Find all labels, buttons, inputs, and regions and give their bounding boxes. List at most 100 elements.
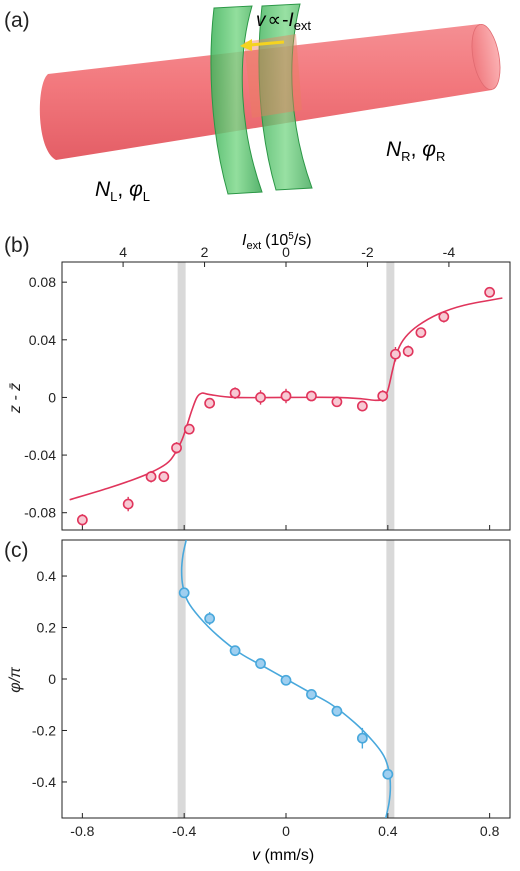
- data-point: [229, 387, 241, 399]
- data-point: [171, 442, 182, 454]
- data-point: [183, 423, 195, 435]
- chart-c-xlabel: v (mm/s): [252, 847, 314, 864]
- tube-through-barrier: [244, 34, 302, 118]
- chart-b-shaded-bands: [177, 262, 395, 530]
- panel-a-label: (a): [4, 9, 30, 32]
- cylinder-end-cap: [471, 24, 501, 90]
- marker: [306, 390, 317, 402]
- data-point: [255, 658, 266, 669]
- marker: [415, 327, 427, 339]
- data-point: [377, 390, 389, 402]
- data-point: [438, 310, 450, 323]
- data-point: [280, 674, 292, 686]
- data-point: [331, 396, 343, 408]
- marker: [331, 705, 343, 717]
- velocity-label: v ∝-Iext: [256, 10, 311, 33]
- marker: [306, 689, 317, 700]
- x-tick-label: 0.8: [480, 823, 500, 839]
- shaded-band-0: [177, 262, 186, 530]
- marker: [158, 471, 170, 483]
- top-tick-label: 4: [119, 244, 127, 260]
- y-tick-label: -0.2: [32, 722, 56, 738]
- chart-b-ticks: -0.08 -0.04 0 0.04 0.08: [24, 274, 491, 530]
- data-point: [306, 390, 317, 402]
- data-point: [145, 470, 157, 483]
- marker: [438, 311, 450, 323]
- marker: [255, 392, 266, 403]
- data-point: [204, 612, 216, 625]
- marker: [229, 387, 241, 399]
- data-point: [255, 390, 266, 405]
- y-tick-label: 0: [48, 389, 56, 405]
- shaded-band-1: [386, 262, 395, 530]
- x-tick-label: 0.4: [378, 823, 398, 839]
- data-point: [280, 388, 292, 404]
- data-point: [390, 347, 401, 362]
- marker: [356, 400, 368, 412]
- marker: [377, 390, 389, 402]
- panel-c: (c) φ/π v (mm/s) -0.8 -0.4 0 0.4 0.8 -0.4 -0.2…: [4, 539, 511, 864]
- data-point: [402, 345, 414, 358]
- chart-c-ylabel: φ/π: [7, 667, 24, 693]
- y-tick-label: 0.08: [29, 274, 56, 290]
- barrier-left: [210, 5, 263, 195]
- marker: [204, 397, 216, 409]
- data-point: [158, 471, 170, 483]
- marker: [280, 390, 292, 402]
- top-axis-title: Iext (105/s): [242, 231, 312, 252]
- velocity-arrow-head: [240, 39, 252, 51]
- top-tick-label: 0: [282, 244, 290, 260]
- top-tick-label: 2: [201, 244, 209, 260]
- marker: [183, 423, 195, 435]
- panel-c-label: (c): [4, 539, 29, 562]
- barrier-right: [258, 3, 313, 191]
- data-point: [178, 587, 190, 599]
- data-point: [76, 514, 88, 526]
- x-tick-label: 0: [282, 823, 290, 839]
- data-point: [415, 327, 427, 339]
- y-tick-label: 0.04: [29, 332, 56, 348]
- marker: [229, 645, 241, 657]
- top-tick-label: -2: [361, 244, 374, 260]
- y-tick-label: 0.2: [37, 620, 57, 636]
- data-point: [484, 286, 496, 298]
- marker: [280, 674, 292, 686]
- y-tick-label: -0.04: [24, 447, 56, 463]
- data-point: [306, 689, 317, 700]
- marker: [484, 286, 496, 298]
- panel-b: (b) Iext (105/s) z - z̄ -0.08 -0.04 0 0.04 0.…: [4, 231, 511, 531]
- marker: [122, 498, 134, 510]
- marker: [356, 732, 368, 744]
- data-point: [382, 768, 394, 780]
- data-point: [356, 400, 368, 412]
- y-tick-label: -0.08: [24, 505, 56, 521]
- y-tick-label: 0: [48, 671, 56, 687]
- chart-b-points: [76, 286, 496, 526]
- marker: [402, 345, 414, 357]
- marker: [382, 768, 394, 780]
- marker: [145, 471, 157, 483]
- panel-a: (a) v ∝-Iext NL, φL NR, φR: [4, 3, 501, 204]
- data-point: [356, 727, 368, 749]
- y-tick-label: 0.4: [37, 568, 57, 584]
- chart-c-shaded-bands: [177, 540, 395, 818]
- data-point: [229, 645, 241, 657]
- tube-illustration: [39, 3, 501, 195]
- shaded-band-0: [177, 540, 186, 818]
- shaded-band-1: [386, 540, 395, 818]
- left-reservoir-label: NL, φL: [95, 178, 150, 204]
- chart-c-ticks: -0.8 -0.4 0 0.4 0.8 -0.4 -0.2 0 0.2 0.4: [32, 568, 500, 839]
- data-point: [204, 397, 216, 409]
- marker: [204, 613, 216, 624]
- marker: [331, 396, 343, 408]
- data-point: [331, 705, 343, 717]
- x-tick-label: -0.8: [70, 823, 94, 839]
- chart-b-ylabel: z - z̄: [7, 383, 24, 415]
- data-point: [122, 496, 134, 512]
- marker: [76, 514, 88, 526]
- x-tick-label: -0.4: [172, 823, 196, 839]
- marker: [390, 348, 401, 360]
- chart-c-points: [178, 587, 394, 780]
- marker: [171, 442, 182, 454]
